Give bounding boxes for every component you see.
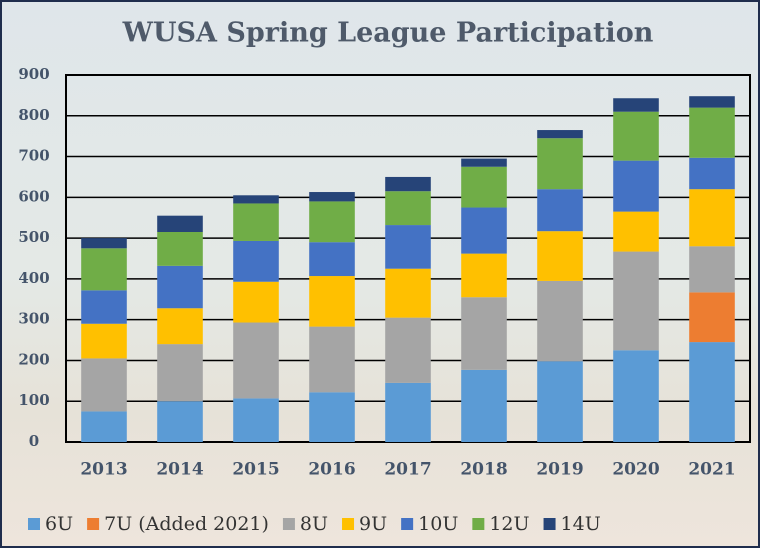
bar-segment <box>233 282 279 323</box>
bar-segment <box>385 191 431 225</box>
chart: WUSA Spring League Participation 0 100 200… <box>0 0 760 548</box>
bar-segment <box>537 281 583 361</box>
legend-swatch <box>472 518 484 530</box>
y-tick-label: 700 <box>18 147 49 165</box>
bar-segment <box>613 112 659 161</box>
y-tick-label: 100 <box>18 391 49 409</box>
y-tick-label: 800 <box>18 106 49 124</box>
bar-segment <box>233 195 279 203</box>
y-tick-label: 300 <box>18 310 49 328</box>
bar-segment <box>461 208 507 254</box>
legend-label: 14U <box>561 513 601 535</box>
bar-segment <box>689 342 735 442</box>
bar-segment <box>309 242 355 276</box>
bar-segment <box>537 361 583 442</box>
bar-segment <box>81 290 127 323</box>
bar-segment <box>689 96 735 107</box>
legend-swatch <box>283 518 295 530</box>
bar-segment <box>309 276 355 327</box>
legend-swatch <box>544 518 556 530</box>
bar-segment <box>385 177 431 191</box>
bar-segment <box>613 98 659 111</box>
bar-segment <box>157 401 203 442</box>
legend-label: 7U (Added 2021) <box>104 513 269 535</box>
bar-segment <box>233 323 279 399</box>
bar-segment <box>537 130 583 138</box>
chart-title: WUSA Spring League Participation <box>122 18 654 49</box>
bar-segment <box>689 189 735 246</box>
x-tick-label: 2020 <box>612 460 659 480</box>
x-tick-label: 2015 <box>232 460 279 480</box>
x-tick-label: 2013 <box>80 460 127 480</box>
bar-segment <box>461 159 507 167</box>
bar-segment <box>385 225 431 269</box>
bar-segment <box>461 254 507 298</box>
bar-segment <box>385 318 431 383</box>
bar-segment <box>81 358 127 411</box>
bar-segment <box>81 248 127 290</box>
bar-segment <box>157 232 203 266</box>
bar-segment <box>81 324 127 359</box>
bar-segment <box>461 297 507 370</box>
x-tick-label: 2014 <box>156 460 203 480</box>
bar-segment <box>309 201 355 242</box>
bar-segment <box>157 344 203 401</box>
bar-segment <box>461 167 507 208</box>
y-tick-label: 600 <box>18 187 49 205</box>
bar-segment <box>613 212 659 252</box>
bar-segment <box>689 108 735 158</box>
bar-segment <box>613 161 659 212</box>
bar-segment <box>613 350 659 442</box>
bar-segment <box>385 269 431 318</box>
legend-swatch <box>342 518 354 530</box>
bar-segment <box>689 246 735 292</box>
bar-segment <box>613 252 659 351</box>
bar-segment <box>81 238 127 248</box>
legend-label: 10U <box>418 513 458 535</box>
bar-segment <box>157 266 203 308</box>
bar-segment <box>81 411 127 442</box>
bar-segment <box>689 158 735 189</box>
bar-segment <box>461 370 507 442</box>
x-tick-label: 2017 <box>384 460 431 480</box>
x-tick-label: 2018 <box>460 460 507 480</box>
page: WUSA Spring League Participation 0 100 200… <box>0 0 760 548</box>
bar-segment <box>537 231 583 281</box>
bar-segment <box>537 189 583 231</box>
legend-swatch <box>401 518 413 530</box>
y-tick-label: 200 <box>18 350 49 368</box>
legend-label: 12U <box>489 513 529 535</box>
bar-segment <box>689 292 735 342</box>
bar-segment <box>309 192 355 201</box>
x-tick-label: 2021 <box>688 460 735 480</box>
x-tick-label: 2016 <box>308 460 355 480</box>
bar-segment <box>157 216 203 232</box>
bar-segment <box>309 327 355 393</box>
bar-segment <box>537 138 583 189</box>
bar-segment <box>157 308 203 344</box>
y-tick-label: 0 <box>29 432 39 450</box>
bar-segment <box>233 241 279 282</box>
bar-segment <box>233 203 279 241</box>
legend-swatch <box>87 518 99 530</box>
y-tick-label: 400 <box>18 269 49 287</box>
y-tick-label: 500 <box>18 228 49 246</box>
legend-label: 9U <box>359 513 387 535</box>
x-tick-label: 2019 <box>536 460 583 480</box>
bar-segment <box>385 383 431 442</box>
y-tick-label: 900 <box>18 65 49 83</box>
legend-label: 6U <box>45 513 73 535</box>
legend-label: 8U <box>300 513 328 535</box>
bar-segment <box>309 392 355 442</box>
bar-segment <box>233 398 279 442</box>
legend-swatch <box>28 518 40 530</box>
